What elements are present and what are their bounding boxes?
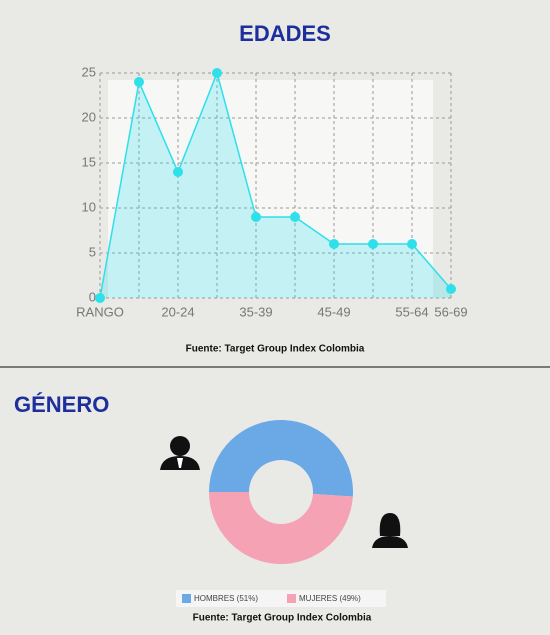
y-tick-label: 10 (82, 199, 96, 214)
legend-label: HOMBRES (51%) (194, 594, 258, 603)
x-tick-label: 45-49 (317, 304, 350, 319)
y-tick-label: 25 (82, 64, 96, 79)
line (99, 70, 452, 299)
point (251, 212, 261, 222)
point (329, 239, 339, 249)
point (290, 212, 300, 222)
area (100, 73, 451, 298)
point (407, 239, 417, 249)
point (368, 239, 378, 249)
y-tick-label: 15 (82, 154, 96, 169)
x-tick-label: RANGO (76, 304, 124, 319)
plot-bg (108, 80, 433, 298)
legend-swatch (182, 594, 191, 603)
chart-title: GÉNERO (14, 392, 109, 417)
legend-label: MUJERES (49%) (299, 594, 361, 603)
x-tick-label: 35-39 (239, 304, 272, 319)
source: Fuente: Target Group Index Colombia (193, 613, 372, 624)
woman-icon (372, 513, 408, 548)
legend-box (176, 590, 386, 607)
x-tick-label: 55-64 (395, 304, 428, 319)
donut-slice (209, 492, 353, 564)
point (95, 293, 105, 303)
x-tick-label: 56-69 (434, 304, 467, 319)
point (173, 167, 183, 177)
y-tick-label: 5 (89, 244, 96, 259)
y-tick-label: 0 (89, 289, 96, 304)
chart-title: EDADES (239, 21, 331, 46)
point (446, 284, 456, 294)
y-tick-label: 20 (82, 109, 96, 124)
source: Fuente: Target Group Index Colombia (186, 344, 365, 355)
man-icon (160, 436, 200, 470)
legend-swatch (287, 594, 296, 603)
x-tick-label: 20-24 (161, 304, 194, 319)
donut-slice (209, 419, 353, 497)
point (134, 77, 144, 87)
point (212, 68, 222, 78)
